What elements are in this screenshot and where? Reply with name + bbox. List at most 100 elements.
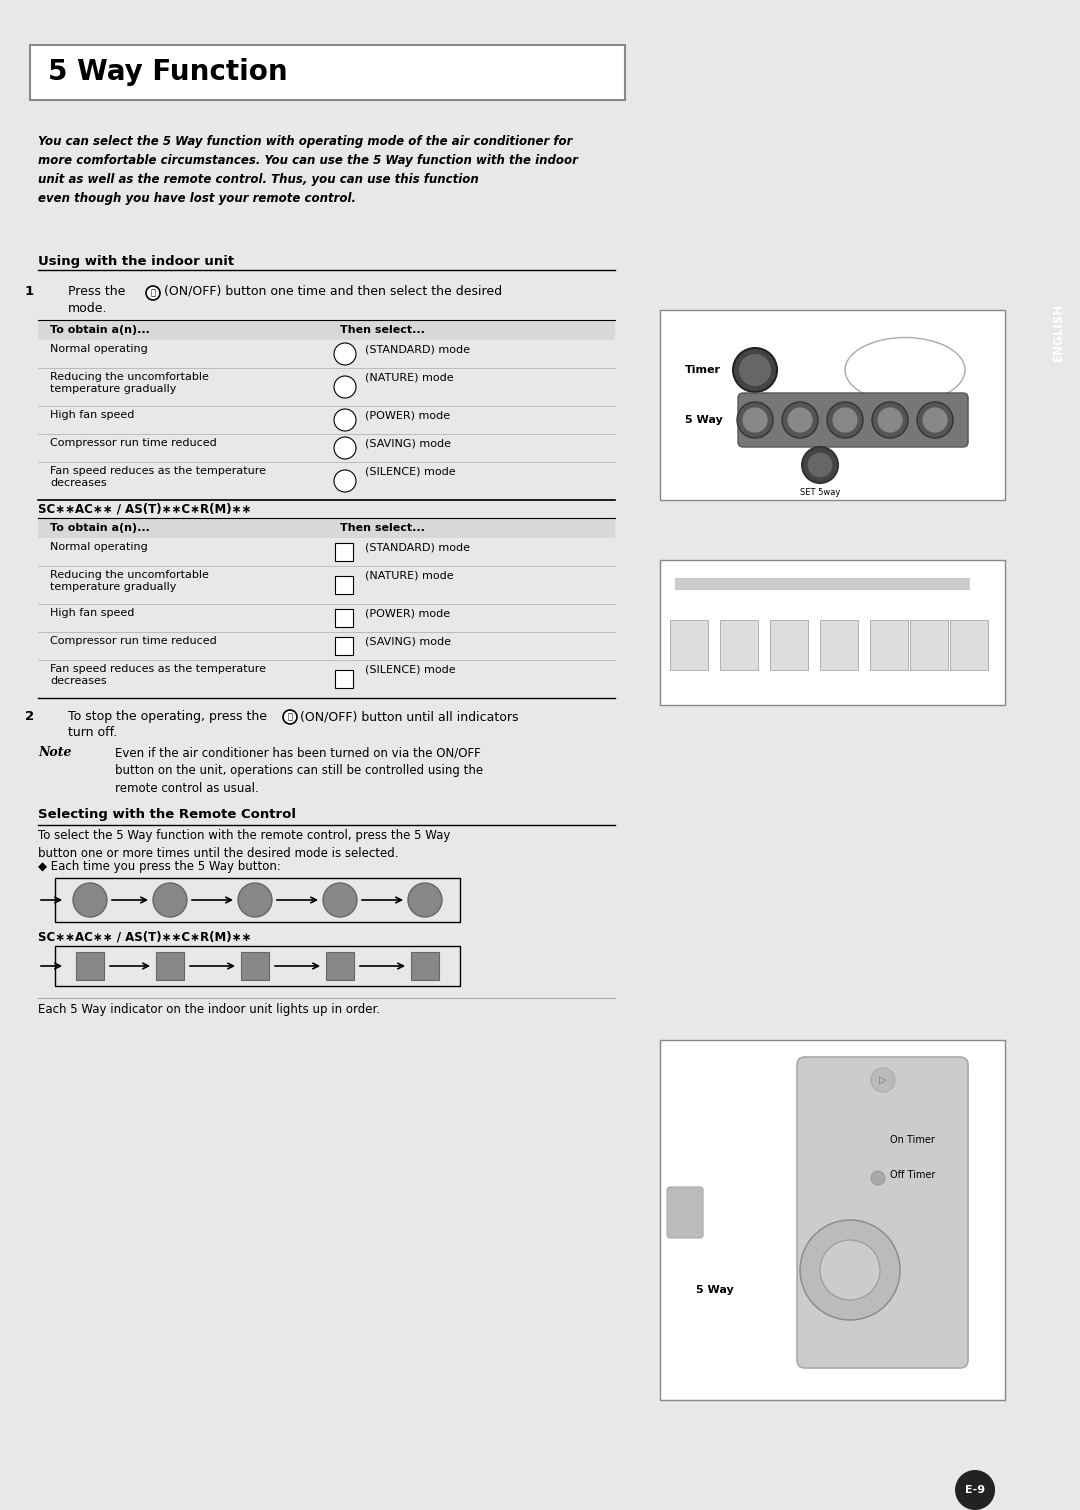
Bar bbox=[660, 560, 1005, 705]
Text: (SILENCE) mode: (SILENCE) mode bbox=[365, 467, 456, 476]
Circle shape bbox=[408, 883, 442, 917]
Text: (SILENCE) mode: (SILENCE) mode bbox=[365, 664, 456, 673]
Text: ENGLISH: ENGLISH bbox=[1052, 304, 1065, 361]
Circle shape bbox=[872, 1068, 895, 1092]
Circle shape bbox=[334, 470, 356, 492]
Text: Normal operating: Normal operating bbox=[50, 542, 148, 553]
Text: To select the 5 Way function with the remote control, press the 5 Way
button one: To select the 5 Way function with the re… bbox=[38, 829, 450, 861]
Circle shape bbox=[737, 402, 773, 438]
Text: Then select...: Then select... bbox=[340, 522, 424, 533]
Text: To obtain a(n)...: To obtain a(n)... bbox=[50, 325, 150, 335]
FancyBboxPatch shape bbox=[670, 621, 708, 670]
Circle shape bbox=[283, 710, 297, 723]
Circle shape bbox=[917, 402, 953, 438]
Bar bbox=[55, 945, 460, 986]
Circle shape bbox=[872, 402, 908, 438]
Bar bbox=[326, 951, 354, 980]
FancyBboxPatch shape bbox=[720, 621, 758, 670]
FancyBboxPatch shape bbox=[820, 621, 858, 670]
Circle shape bbox=[787, 408, 813, 433]
Text: E-9: E-9 bbox=[964, 1484, 985, 1495]
Text: SET 5way: SET 5way bbox=[800, 488, 840, 497]
Circle shape bbox=[808, 453, 832, 477]
FancyBboxPatch shape bbox=[870, 621, 908, 670]
Text: (SAVING) mode: (SAVING) mode bbox=[365, 636, 451, 646]
Text: (POWER) mode: (POWER) mode bbox=[365, 411, 450, 420]
Bar bbox=[335, 637, 353, 655]
Text: (ON/OFF) button until all indicators: (ON/OFF) button until all indicators bbox=[300, 710, 518, 723]
Bar bbox=[660, 1040, 1005, 1400]
Text: Press the: Press the bbox=[68, 285, 125, 297]
Text: Reducing the uncomfortable
temperature gradually: Reducing the uncomfortable temperature g… bbox=[50, 569, 208, 592]
Circle shape bbox=[733, 347, 777, 393]
Text: 5 Way: 5 Way bbox=[697, 1285, 734, 1296]
Text: ◆ Each time you press the 5 Way button:: ◆ Each time you press the 5 Way button: bbox=[38, 861, 281, 873]
FancyBboxPatch shape bbox=[30, 45, 625, 100]
FancyBboxPatch shape bbox=[910, 621, 948, 670]
Bar bbox=[55, 877, 460, 923]
Bar bbox=[335, 544, 353, 562]
Text: ▷: ▷ bbox=[879, 1075, 887, 1086]
Text: Then select...: Then select... bbox=[340, 325, 424, 335]
Circle shape bbox=[739, 353, 771, 387]
Circle shape bbox=[922, 408, 948, 433]
Text: (STANDARD) mode: (STANDARD) mode bbox=[365, 344, 470, 353]
Text: You can select the 5 Way function with operating mode of the air conditioner for: You can select the 5 Way function with o… bbox=[38, 134, 578, 205]
Text: High fan speed: High fan speed bbox=[50, 609, 134, 618]
Text: 2: 2 bbox=[25, 710, 35, 723]
Circle shape bbox=[782, 402, 818, 438]
Text: Even if the air conditioner has been turned on via the ON/OFF
button on the unit: Even if the air conditioner has been tur… bbox=[114, 746, 483, 794]
Bar bbox=[156, 951, 184, 980]
Text: (SAVING) mode: (SAVING) mode bbox=[365, 438, 451, 448]
Text: High fan speed: High fan speed bbox=[50, 411, 134, 420]
Text: Off Timer: Off Timer bbox=[890, 1170, 935, 1179]
Text: Note: Note bbox=[38, 746, 71, 760]
Bar bbox=[335, 575, 353, 593]
Text: Reducing the uncomfortable
temperature gradually: Reducing the uncomfortable temperature g… bbox=[50, 371, 208, 394]
Circle shape bbox=[955, 1471, 995, 1510]
Text: Selecting with the Remote Control: Selecting with the Remote Control bbox=[38, 808, 296, 821]
FancyBboxPatch shape bbox=[738, 393, 968, 447]
Circle shape bbox=[153, 883, 187, 917]
Circle shape bbox=[238, 883, 272, 917]
Circle shape bbox=[802, 447, 838, 483]
Circle shape bbox=[827, 402, 863, 438]
Text: Each 5 Way indicator on the indoor unit lights up in order.: Each 5 Way indicator on the indoor unit … bbox=[38, 1003, 380, 1016]
Text: mode.: mode. bbox=[68, 302, 108, 316]
Bar bbox=[76, 951, 104, 980]
Circle shape bbox=[872, 1170, 885, 1185]
Bar bbox=[335, 609, 353, 627]
Text: Compressor run time reduced: Compressor run time reduced bbox=[50, 438, 217, 448]
Text: turn off.: turn off. bbox=[68, 726, 118, 738]
Text: SC∗∗AC∗∗ / AS(T)∗∗C∗R(M)∗∗: SC∗∗AC∗∗ / AS(T)∗∗C∗R(M)∗∗ bbox=[38, 930, 252, 944]
Circle shape bbox=[323, 883, 357, 917]
Text: Fan speed reduces as the temperature
decreases: Fan speed reduces as the temperature dec… bbox=[50, 467, 266, 488]
Text: On Timer: On Timer bbox=[890, 1136, 935, 1145]
Bar bbox=[335, 670, 353, 689]
Text: (POWER) mode: (POWER) mode bbox=[365, 609, 450, 618]
Text: SC∗∗AC∗∗ / AS(T)∗∗C∗R(M)∗∗: SC∗∗AC∗∗ / AS(T)∗∗C∗R(M)∗∗ bbox=[38, 503, 252, 516]
Circle shape bbox=[877, 408, 903, 433]
Text: Normal operating: Normal operating bbox=[50, 344, 148, 353]
Text: 1: 1 bbox=[25, 285, 35, 297]
Circle shape bbox=[334, 409, 356, 430]
Bar bbox=[241, 951, 269, 980]
Bar bbox=[38, 320, 615, 340]
Bar bbox=[675, 578, 970, 590]
Bar bbox=[660, 310, 1005, 500]
Text: To obtain a(n)...: To obtain a(n)... bbox=[50, 522, 150, 533]
FancyBboxPatch shape bbox=[667, 1187, 703, 1238]
Text: Compressor run time reduced: Compressor run time reduced bbox=[50, 636, 217, 646]
Circle shape bbox=[334, 436, 356, 459]
Bar bbox=[411, 951, 438, 980]
FancyBboxPatch shape bbox=[950, 621, 988, 670]
Text: 5 Way Function: 5 Way Function bbox=[48, 59, 287, 86]
Text: Using with the indoor unit: Using with the indoor unit bbox=[38, 255, 234, 267]
Circle shape bbox=[800, 1220, 900, 1320]
Circle shape bbox=[820, 1240, 880, 1300]
Text: ⏻: ⏻ bbox=[287, 713, 293, 722]
Circle shape bbox=[832, 408, 858, 433]
Text: Timer: Timer bbox=[685, 365, 721, 374]
Text: Fan speed reduces as the temperature
decreases: Fan speed reduces as the temperature dec… bbox=[50, 664, 266, 687]
Text: To stop the operating, press the: To stop the operating, press the bbox=[68, 710, 267, 723]
